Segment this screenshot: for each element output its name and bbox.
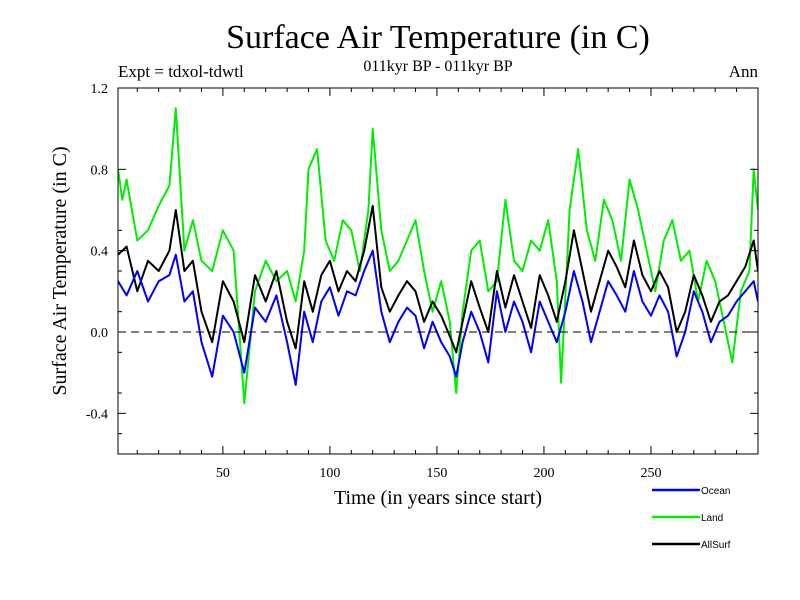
chart-title: Surface Air Temperature (in C) — [226, 19, 650, 56]
ticks-layer: 50 100 150 200 250 -0.4 0.0 0.4 0.8 1.2 — [86, 82, 758, 481]
x-tick-label: 100 — [319, 466, 340, 481]
plot-frame — [117, 87, 759, 455]
y-axis-label: Surface Air Temperature (in C) — [49, 146, 71, 395]
y-tick-label: 0.4 — [91, 245, 109, 260]
legend-label-land: Land — [701, 513, 723, 524]
x-tick-label: 250 — [640, 466, 661, 481]
series-line-ocean — [118, 249, 758, 386]
x-tick-label: 50 — [216, 466, 230, 481]
legend-label-allsurf: AllSurf — [701, 540, 731, 551]
legend: Ocean Land AllSurf — [652, 486, 731, 551]
experiment-label: Expt = tdxol-tdwtl — [118, 62, 244, 81]
x-tick-label: 200 — [533, 466, 554, 481]
series-layer — [118, 107, 758, 405]
legend-label-ocean: Ocean — [701, 486, 730, 497]
y-tick-label: 0.8 — [91, 163, 109, 178]
y-tick-label: -0.4 — [86, 407, 108, 422]
series-line-land — [118, 107, 758, 405]
y-tick-label: 1.2 — [91, 82, 109, 97]
chart-subtitle: 011kyr BP - 011kyr BP — [363, 58, 512, 75]
y-tick-label: 0.0 — [91, 326, 109, 341]
x-axis-label: Time (in years since start) — [334, 487, 542, 509]
season-label: Ann — [729, 62, 759, 81]
series-line-allsurf — [118, 204, 758, 354]
x-tick-label: 150 — [426, 466, 447, 481]
